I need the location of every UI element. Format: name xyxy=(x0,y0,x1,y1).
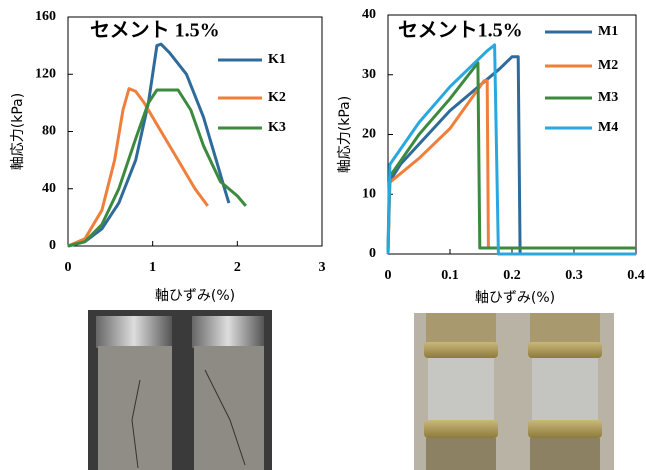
x-tick-label: 2 xyxy=(234,260,241,275)
legend-label: M2 xyxy=(598,58,618,73)
series-line xyxy=(386,79,636,255)
y-tick-label: 0 xyxy=(49,238,56,253)
legend-label: M3 xyxy=(598,90,618,105)
x-tick-label: 0.1 xyxy=(441,268,459,283)
photo-right xyxy=(414,313,614,470)
y-tick-label: 10 xyxy=(362,186,376,201)
x-tick-label: 3 xyxy=(319,260,326,275)
legend-label: K3 xyxy=(268,120,286,135)
series-line xyxy=(386,43,636,256)
chart-title: セメント1.5% xyxy=(398,20,523,42)
y-tick-label: 40 xyxy=(362,7,376,22)
x-tick-label: 0 xyxy=(385,268,392,283)
chart-title: セメント 1.5% xyxy=(90,20,220,42)
y-tick-label: 120 xyxy=(35,66,56,81)
legend-label: K1 xyxy=(268,52,286,67)
series-line xyxy=(67,42,231,248)
x-tick-label: 1 xyxy=(149,260,156,275)
y-axis-label: 軸応力(kPa) xyxy=(10,93,26,170)
x-tick-label: 0.3 xyxy=(565,268,583,283)
y-tick-label: 30 xyxy=(362,67,376,82)
x-axis-label: 軸ひずみ(%) xyxy=(475,290,555,306)
x-tick-label: 0.4 xyxy=(627,268,645,283)
y-tick-label: 40 xyxy=(42,181,56,196)
y-tick-label: 160 xyxy=(35,9,56,24)
series-line xyxy=(67,87,209,248)
y-tick-label: 80 xyxy=(42,124,56,139)
series-line xyxy=(67,88,247,248)
y-tick-label: 20 xyxy=(362,127,376,142)
legend-label: M4 xyxy=(598,120,618,135)
y-axis-label: 軸応力(kPa) xyxy=(337,96,353,173)
x-axis-label: 軸ひずみ(%) xyxy=(155,288,235,304)
legend-label: K2 xyxy=(268,90,286,105)
y-tick-label: 0 xyxy=(369,246,376,261)
x-tick-label: 0 xyxy=(65,260,72,275)
legend-label: M1 xyxy=(598,24,618,39)
x-tick-label: 0.2 xyxy=(503,268,521,283)
photo-left xyxy=(88,310,272,470)
series-line xyxy=(386,55,636,256)
